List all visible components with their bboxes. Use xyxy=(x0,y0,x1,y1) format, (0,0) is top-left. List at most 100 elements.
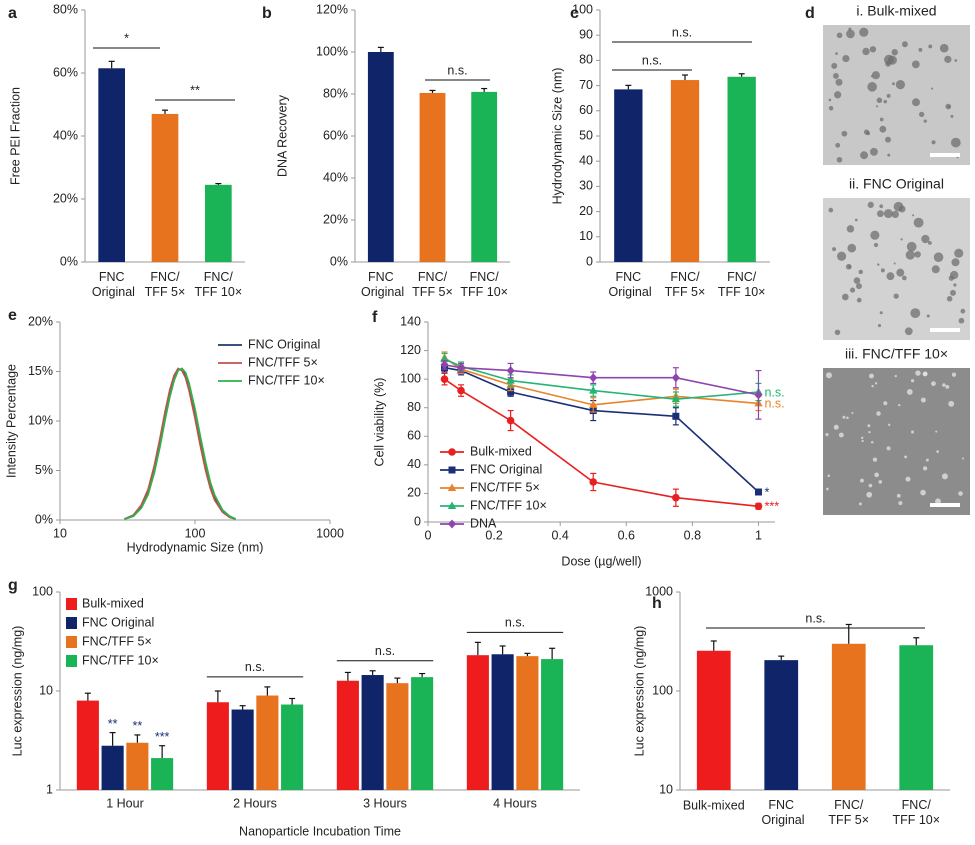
y-axis-label: Luc expression (ng/mg) xyxy=(10,626,24,757)
y-tick-label: 15% xyxy=(28,364,53,378)
particle xyxy=(867,201,874,209)
marker xyxy=(506,366,515,376)
particle xyxy=(883,99,888,104)
particle xyxy=(859,27,869,37)
x-axis-label: Dose (µg/well) xyxy=(561,554,641,568)
y-tick-label: 100 xyxy=(32,584,53,598)
legend-label: FNC/TFF 5× xyxy=(470,480,540,494)
particle xyxy=(931,265,940,274)
particle xyxy=(869,46,877,53)
y-tick-label: 0% xyxy=(35,512,53,526)
legend-label: FNC/TFF 10× xyxy=(470,498,547,512)
particle xyxy=(868,430,871,434)
particle xyxy=(911,430,915,434)
y-tick-label: 80% xyxy=(323,86,348,100)
particle xyxy=(919,111,925,118)
legend-label: FNC/TFF 5× xyxy=(248,355,318,369)
panel-letter: b xyxy=(262,5,272,22)
bar xyxy=(361,675,384,790)
bar xyxy=(541,659,564,790)
particle xyxy=(935,430,938,433)
significance-label: ** xyxy=(133,719,143,733)
bar xyxy=(151,113,179,262)
marker xyxy=(457,363,466,373)
marker xyxy=(671,373,680,383)
x-tick-label: FNC/TFF 10× xyxy=(718,270,766,299)
particle xyxy=(879,204,884,209)
particle xyxy=(834,91,842,99)
particle xyxy=(958,317,965,324)
bar xyxy=(367,52,394,262)
particle xyxy=(861,439,864,443)
y-tick-label: 60 xyxy=(407,429,421,443)
particle xyxy=(836,32,843,39)
particle xyxy=(896,268,905,277)
y-tick-label: 100 xyxy=(572,2,593,16)
scale-bar xyxy=(930,328,960,332)
particle xyxy=(883,401,888,406)
bar xyxy=(281,704,304,790)
particle xyxy=(945,384,950,389)
particle xyxy=(958,491,963,496)
x-tick-label: FNC/TFF 10× xyxy=(460,270,508,299)
bar xyxy=(98,68,125,263)
marker xyxy=(506,416,515,425)
bar xyxy=(231,709,254,790)
particle xyxy=(871,384,874,388)
particle xyxy=(885,61,891,67)
legend-swatch xyxy=(66,598,77,610)
particle xyxy=(834,329,841,336)
particle xyxy=(928,44,933,49)
x-tick-label: 3 Hours xyxy=(363,796,407,810)
particle xyxy=(825,433,829,437)
marker xyxy=(507,388,515,396)
particle xyxy=(891,49,898,56)
y-tick-label: 120% xyxy=(316,2,348,16)
y-tick-label: 0% xyxy=(330,254,348,268)
bar xyxy=(206,702,229,790)
particle xyxy=(922,466,928,471)
y-tick-label: 20% xyxy=(323,212,348,226)
particle xyxy=(886,446,891,451)
marker xyxy=(440,375,449,383)
significance-label: ** xyxy=(190,83,200,97)
particle xyxy=(896,493,901,498)
y-tick-label: 100 xyxy=(400,371,421,385)
particle xyxy=(825,372,832,379)
particle xyxy=(911,60,920,69)
series-line xyxy=(124,367,236,520)
micrograph-label: ii. FNC Original xyxy=(849,176,944,192)
particle xyxy=(883,209,893,219)
y-tick-label: 1 xyxy=(46,782,53,796)
particle xyxy=(954,248,964,258)
bar xyxy=(76,700,99,790)
bar xyxy=(256,695,279,790)
particle xyxy=(912,214,915,217)
significance-label: *** xyxy=(155,730,170,744)
y-tick-label: 10 xyxy=(579,229,593,243)
marker xyxy=(672,412,680,420)
particle xyxy=(898,403,901,407)
particle xyxy=(876,411,881,416)
particle xyxy=(953,283,957,287)
particle xyxy=(942,383,946,387)
particle xyxy=(846,225,855,233)
y-tick-label: 20% xyxy=(28,314,53,328)
x-tick-label: 0.8 xyxy=(684,528,701,542)
particle xyxy=(951,258,960,267)
particle xyxy=(835,52,838,55)
bar xyxy=(764,660,799,790)
y-tick-label: 80 xyxy=(579,53,593,67)
particle xyxy=(880,268,885,273)
bar xyxy=(336,680,359,790)
particle xyxy=(838,432,844,438)
particle xyxy=(950,114,954,118)
y-tick-label: 60% xyxy=(53,65,78,79)
particle xyxy=(861,436,864,440)
particle xyxy=(902,275,907,281)
particle xyxy=(873,242,879,248)
x-axis-label: Nanoparticle Incubation Time xyxy=(239,824,401,838)
significance-label: * xyxy=(764,485,769,499)
particle xyxy=(876,97,883,104)
particle xyxy=(868,483,873,488)
